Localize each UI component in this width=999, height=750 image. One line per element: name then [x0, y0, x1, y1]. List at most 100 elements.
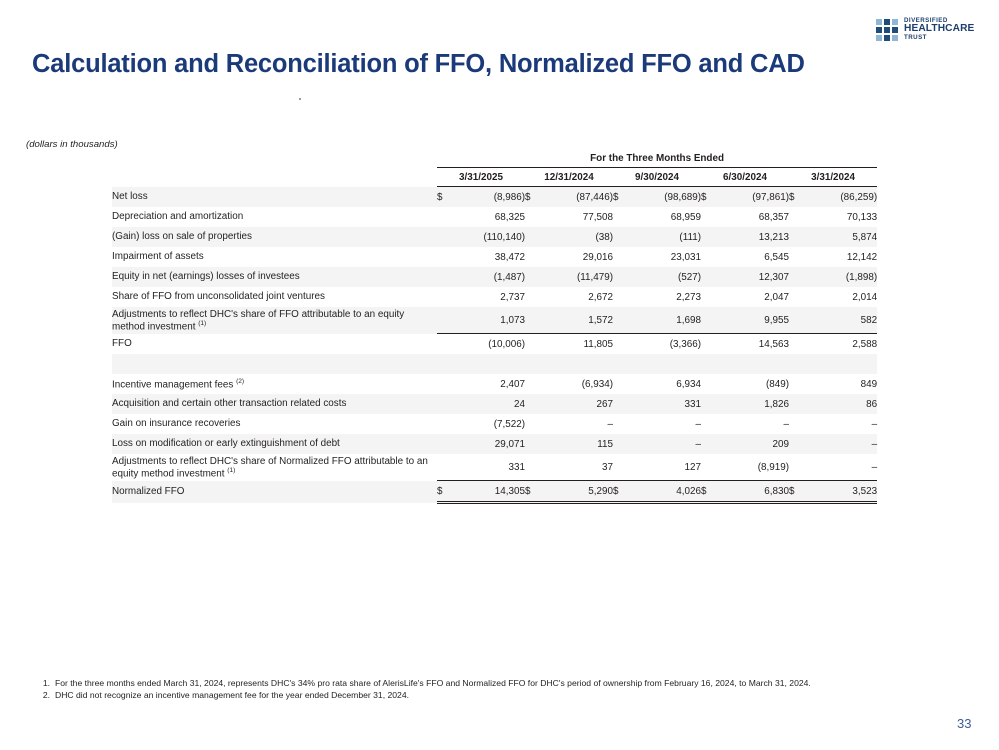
currency-symbol-cell: $ [525, 186, 539, 207]
row-value: 77,508 [582, 211, 613, 223]
currency-symbol-cell [525, 207, 539, 227]
row-value: 3,523 [803, 480, 878, 504]
logo-grid-icon [876, 18, 898, 41]
currency-symbol-cell [525, 374, 539, 394]
row-value: (98,689) [627, 186, 701, 207]
row-value: (86,259) [803, 186, 878, 207]
row-value: 1,572 [539, 307, 613, 334]
row-value: – [607, 418, 614, 430]
currency-symbol-cell: $ [613, 186, 627, 207]
logo-tile [876, 34, 882, 41]
currency-symbol-cell [525, 287, 539, 307]
row-value: 115 [539, 434, 613, 454]
row-value [715, 354, 789, 374]
row-value: 1,073 [451, 307, 525, 334]
logo-tile [884, 26, 890, 33]
row-value: – [803, 434, 878, 454]
currency-symbol-cell [613, 287, 627, 307]
row-value: 86 [803, 394, 878, 414]
table-body: Net loss $ (8,986) $ (87,446) $ (98,689) $ (97,8… [112, 186, 878, 504]
currency-symbol-cell [613, 374, 627, 394]
logo-tile [884, 18, 890, 25]
row-value: (8,986) [451, 186, 525, 207]
table-row: Impairment of assets 38,472 29,016 23,031 6,… [112, 247, 877, 267]
logo-wordmark: DIVERSIFIED HEALTHCARE TRUST [904, 17, 974, 41]
row-label: Depreciation and amortization [112, 211, 244, 223]
row-label: (Gain) loss on sale of properties [112, 227, 437, 247]
currency-symbol-cell [525, 454, 539, 481]
currency-symbol-cell [437, 454, 451, 481]
row-value: (527) [627, 267, 701, 287]
row-value: 6,545 [764, 251, 789, 263]
row-label [112, 354, 437, 374]
row-value: (111) [627, 227, 701, 247]
currency-symbol-cell [613, 394, 627, 414]
currency-symbol-cell [613, 307, 627, 334]
table-header-span-row: For the Three Months Ended [112, 152, 878, 168]
table-row: Loss on modification or early extinguish… [112, 434, 878, 454]
row-value: 2,737 [500, 291, 525, 303]
column-header-3: 6/30/2024 [701, 167, 789, 187]
table-row: Net loss $ (8,986) $ (87,446) $ (98,689) $ (97,8… [112, 186, 878, 207]
table-row: Normalized FFO $14,305 $5,290 $4,026 $6,830 $… [112, 480, 878, 504]
row-value [627, 354, 701, 374]
row-value: (38) [539, 227, 613, 247]
currency-symbol-cell [789, 454, 803, 481]
column-header-0: 3/31/2025 [437, 167, 525, 187]
currency-symbol-cell [789, 394, 803, 414]
row-value: (1,898) [803, 267, 878, 287]
row-value [539, 354, 613, 374]
table-row: Gain on insurance recoveries (7,522) – – – – [112, 414, 877, 434]
currency-symbol-cell [437, 434, 451, 454]
row-value: 11,805 [539, 333, 613, 354]
row-value: 29,071 [451, 434, 525, 454]
footnote-marker: (1) [227, 466, 236, 474]
row-label: FFO [112, 338, 132, 350]
row-value: 267 [539, 394, 613, 414]
stray-dot-artifact [299, 98, 301, 100]
row-label: Adjustments to reflect DHC's share of FF… [112, 307, 437, 334]
footnote-marker: (2) [236, 377, 245, 385]
logo-tile [892, 18, 898, 25]
currency-symbol-cell [789, 414, 803, 434]
row-label: Impairment of assets [112, 251, 204, 263]
row-value: (1,487) [451, 267, 525, 287]
row-value: (97,861) [715, 186, 789, 207]
row-value: 582 [803, 307, 878, 334]
currency-symbol-cell [701, 454, 715, 481]
table-row: Share of FFO from unconsolidated joint v… [112, 287, 877, 307]
currency-symbol-cell [701, 207, 715, 227]
table-header-date-row: 3/31/2025 12/31/2024 9/30/2024 6/30/2024… [112, 167, 878, 187]
row-value: 5,874 [803, 227, 878, 247]
logo-line-trust: TRUST [904, 33, 927, 41]
currency-symbol-cell [789, 307, 803, 334]
currency-symbol-cell [437, 333, 451, 354]
logo-line-diversified: DIVERSIFIED [904, 17, 948, 24]
footnote-number: 1. [42, 678, 50, 688]
currency-symbol-cell [525, 333, 539, 354]
footnote-number: 2. [42, 690, 50, 701]
row-value: (110,140) [451, 227, 525, 247]
currency-symbol-cell [525, 414, 539, 434]
row-value: – [627, 434, 701, 454]
ffo-reconciliation-table: For the Three Months Ended 3/31/2025 12/… [112, 152, 878, 504]
row-value: (6,934) [581, 378, 613, 390]
currency-symbol-cell: $ [613, 480, 627, 504]
currency-symbol-cell [613, 414, 627, 434]
row-value: (10,006) [451, 333, 525, 354]
row-value: (3,366) [627, 333, 701, 354]
currency-symbol-cell [789, 287, 803, 307]
footnote-text: DHC did not recognize an incentive manag… [55, 690, 409, 701]
row-value: – [871, 461, 878, 473]
row-value [451, 354, 525, 374]
currency-symbol-cell [437, 414, 451, 434]
currency-symbol-cell [701, 354, 715, 374]
header-spacer [112, 152, 437, 168]
currency-symbol-cell [437, 287, 451, 307]
table-head: For the Three Months Ended 3/31/2025 12/… [112, 152, 878, 187]
column-header-2: 9/30/2024 [613, 167, 701, 187]
row-value: 2,047 [764, 291, 789, 303]
currency-symbol-cell [613, 227, 627, 247]
currency-symbol-cell [701, 414, 715, 434]
row-value: (849) [765, 378, 789, 390]
